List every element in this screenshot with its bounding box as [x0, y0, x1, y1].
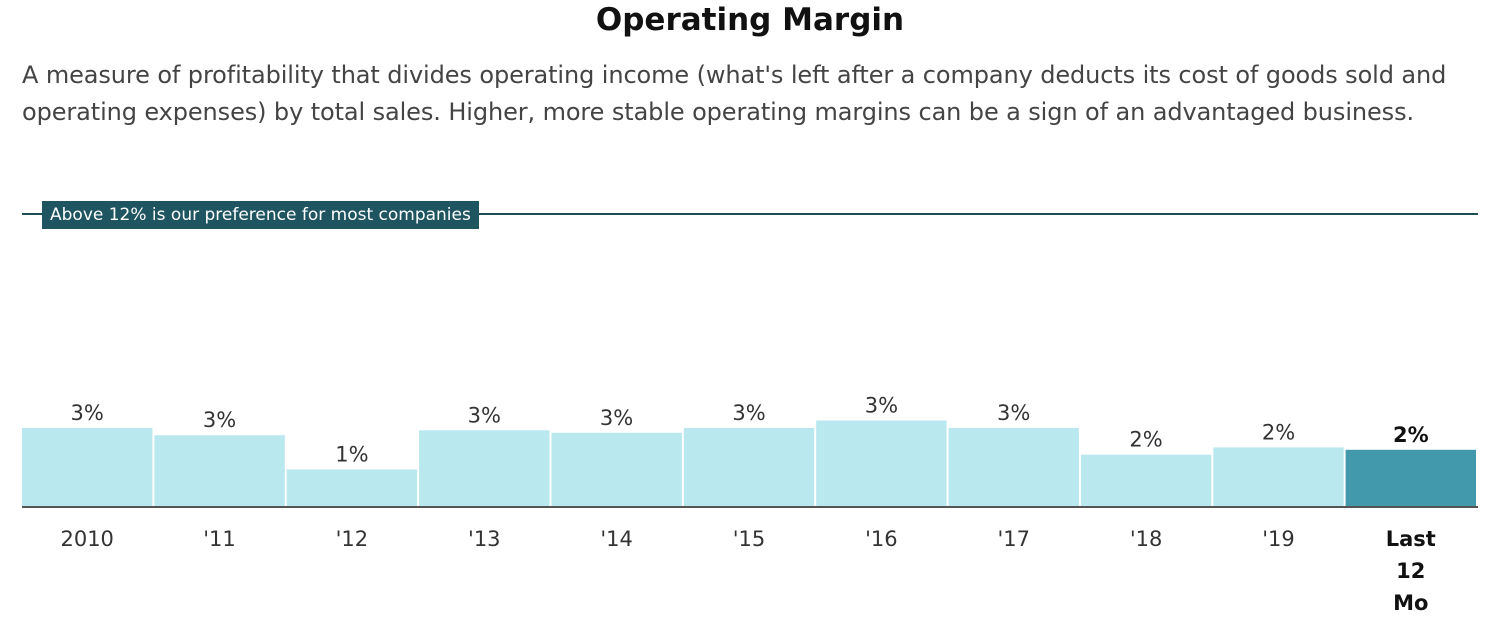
bar: [816, 420, 947, 506]
x-tick-label: '13: [468, 527, 501, 551]
x-tick-label: Last 12 Mo: [1386, 527, 1436, 615]
bar-value-label: 3%: [600, 406, 633, 430]
x-tick-label: '16: [865, 527, 898, 551]
x-tick-label: '19: [1262, 527, 1295, 551]
bar: [551, 432, 682, 507]
x-tick-label: '12: [336, 527, 369, 551]
chart-title: Operating Margin: [595, 2, 905, 38]
x-tick-label: '18: [1130, 527, 1163, 551]
bar-value-label: 2%: [1262, 420, 1295, 444]
x-tick-label: '17: [997, 527, 1030, 551]
x-tick-label-line: Last: [1386, 527, 1436, 551]
bar-value-label: 3%: [71, 401, 104, 425]
bar-value-label: 3%: [865, 394, 898, 418]
bar-highlight: [1345, 449, 1476, 506]
x-tick-label: 2010: [60, 527, 113, 551]
bar-value-label: 2%: [1129, 428, 1162, 452]
bar: [419, 430, 550, 506]
bar-value-label: 3%: [997, 401, 1030, 425]
x-tick-label: '11: [203, 527, 236, 551]
bar: [154, 435, 285, 506]
bar-value-label: 3%: [732, 401, 765, 425]
x-tick-label-line: Mo: [1393, 591, 1428, 615]
bar: [286, 469, 418, 506]
bar: [683, 427, 815, 506]
bar: [1080, 454, 1212, 506]
bar: [1213, 447, 1344, 506]
x-tick-label-line: 12: [1396, 559, 1425, 583]
preference-label-badge: Above 12% is our preference for most com…: [42, 201, 479, 229]
bar: [22, 427, 153, 506]
bar-value-label: 3%: [203, 408, 236, 432]
bar: [948, 427, 1079, 506]
bar-value-label: 3%: [468, 403, 501, 427]
bar-value-label: 2%: [1393, 423, 1429, 447]
preference-reference-line: [22, 213, 1478, 215]
x-tick-label: '15: [733, 527, 766, 551]
x-tick-label: '14: [600, 527, 633, 551]
bar-value-label: 1%: [335, 442, 368, 466]
chart-description: A measure of profitability that divides …: [22, 61, 1447, 126]
